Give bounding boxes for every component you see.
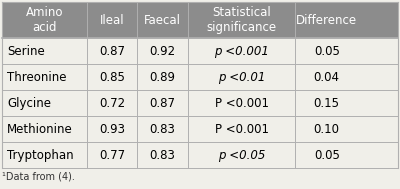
Bar [2, 142, 398, 168]
Text: P <0.001: P <0.001 [214, 123, 268, 136]
Bar [2, 90, 398, 116]
Text: p <0.05: p <0.05 [218, 149, 265, 162]
Text: Difference: Difference [296, 14, 357, 27]
Bar [2, 64, 398, 90]
Text: Faecal: Faecal [144, 14, 181, 27]
Text: 0.89: 0.89 [149, 71, 175, 84]
Text: 0.87: 0.87 [99, 45, 125, 58]
Text: Tryptophan: Tryptophan [7, 149, 74, 162]
Text: 0.10: 0.10 [314, 123, 340, 136]
Text: Ileal: Ileal [100, 14, 124, 27]
Text: 0.05: 0.05 [314, 45, 340, 58]
Bar [2, 116, 398, 142]
Text: 0.72: 0.72 [99, 97, 125, 110]
Text: 0.15: 0.15 [314, 97, 340, 110]
Bar [2, 39, 398, 64]
Text: 0.83: 0.83 [150, 149, 175, 162]
Text: 0.93: 0.93 [99, 123, 125, 136]
Text: 0.77: 0.77 [99, 149, 125, 162]
Text: p <0.001: p <0.001 [214, 45, 269, 58]
Text: Statistical
significance: Statistical significance [206, 6, 277, 34]
Text: P <0.001: P <0.001 [214, 97, 268, 110]
Text: 0.83: 0.83 [150, 123, 175, 136]
Text: 0.87: 0.87 [149, 97, 175, 110]
Text: Threonine: Threonine [7, 71, 67, 84]
Text: ¹Data from (4).: ¹Data from (4). [2, 172, 75, 182]
Text: 0.04: 0.04 [314, 71, 340, 84]
Text: 0.05: 0.05 [314, 149, 340, 162]
Text: Amino
acid: Amino acid [26, 6, 63, 34]
Text: p <0.01: p <0.01 [218, 71, 265, 84]
Bar [2, 2, 398, 39]
Text: 0.85: 0.85 [99, 71, 125, 84]
Text: Glycine: Glycine [7, 97, 51, 110]
Text: 0.92: 0.92 [149, 45, 176, 58]
Text: Methionine: Methionine [7, 123, 73, 136]
Text: Serine: Serine [7, 45, 45, 58]
